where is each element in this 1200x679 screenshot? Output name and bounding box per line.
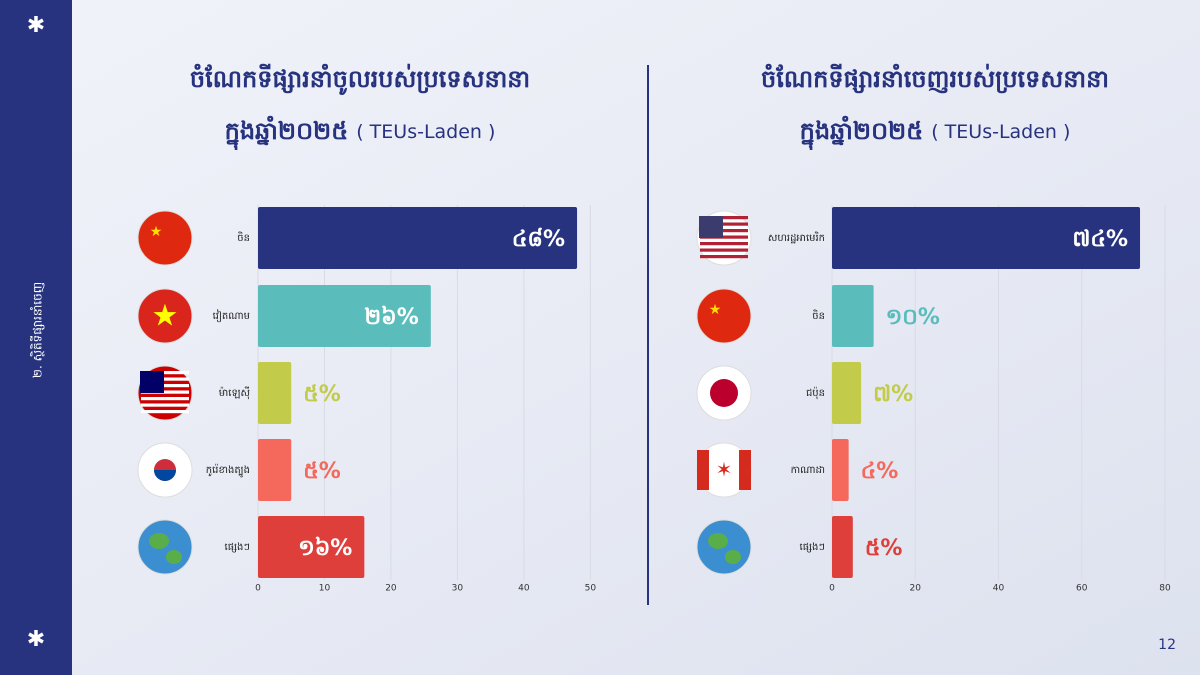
flag-leaf: ✶ xyxy=(716,458,733,482)
flag xyxy=(137,288,193,344)
flag-star: ★ xyxy=(709,302,722,318)
value-label: ៥% xyxy=(865,536,903,561)
flag-stripe xyxy=(700,229,748,233)
bar xyxy=(832,285,874,347)
chart-subtitle: ក្នុងឆ្នាំ២០២៥ ( TEUs-Laden ) xyxy=(225,115,496,150)
unit-note: ( TEUs-Laden ) xyxy=(356,121,495,143)
flag-stripe xyxy=(141,390,189,394)
category-label: ផ្សេងៗ xyxy=(225,542,250,553)
flag-land xyxy=(725,550,741,564)
value-label: ៤% xyxy=(861,459,899,484)
x-tick-label: 80 xyxy=(1159,584,1171,594)
value-label: ៥% xyxy=(303,382,341,407)
subtitle-year: ក្នុងឆ្នាំ២០២៥ xyxy=(800,115,924,150)
flag-band xyxy=(697,450,709,490)
x-tick-label: 20 xyxy=(385,584,397,594)
x-tick-label: 60 xyxy=(1076,584,1088,594)
flag-land xyxy=(708,533,728,549)
x-tick-label: 10 xyxy=(319,584,331,594)
value-label: ១៦% xyxy=(298,536,352,561)
bar xyxy=(258,516,365,578)
x-tick-label: 40 xyxy=(518,584,530,594)
value-label: ១០% xyxy=(886,305,940,330)
chart-title: ចំណែកទីផ្សារនាំចូលរបស់ប្រទេសនានា xyxy=(190,63,530,96)
bar xyxy=(258,207,578,269)
category-label: វៀតណាម xyxy=(213,309,250,323)
flag-stripe xyxy=(700,248,748,252)
flag-canton xyxy=(140,371,164,393)
x-tick-label: 50 xyxy=(585,584,597,594)
flag-stripe xyxy=(141,410,189,414)
x-tick-label: 0 xyxy=(829,584,835,594)
flag-land xyxy=(149,533,169,549)
chart-title: ចំណែកទីផ្សារនាំចេញរបស់ប្រទេសនានា xyxy=(761,63,1109,94)
bar xyxy=(832,207,1141,269)
category-label: ម៉ាឡេស៊ី xyxy=(219,386,251,400)
chart-subtitle: ក្នុងឆ្នាំ២០២៥ ( TEUs-Laden ) xyxy=(800,115,1071,150)
x-tick-label: 40 xyxy=(993,584,1005,594)
flag-stripe xyxy=(141,371,189,375)
flag-star: ★ xyxy=(150,224,163,240)
flag-stripe xyxy=(700,235,748,239)
category-label: ចិន xyxy=(812,309,825,322)
bar xyxy=(258,439,292,501)
flag-stripe xyxy=(141,397,189,401)
value-label: ៧% xyxy=(873,382,913,407)
x-tick-label: 30 xyxy=(452,584,464,594)
x-tick-label: 0 xyxy=(255,584,261,594)
bar xyxy=(832,362,862,424)
page-number: 12 xyxy=(1158,637,1176,653)
bar xyxy=(832,516,853,578)
sidebar-icon: ✱ xyxy=(27,627,45,652)
bar xyxy=(832,439,849,501)
category-label: ជប៉ុន xyxy=(806,386,825,400)
sidebar-label: ២. ស្ថិតិទីផ្សារនាំចេញ xyxy=(30,282,45,378)
bar xyxy=(258,285,431,347)
flag-stripe xyxy=(141,377,189,381)
flag-stripe xyxy=(700,216,748,220)
bar xyxy=(258,362,292,424)
flag-star: ★ xyxy=(152,299,179,334)
flag-stripe xyxy=(700,222,748,226)
category-label: កាណាដា xyxy=(791,465,825,476)
flag-stripe xyxy=(141,403,189,407)
flag-dot xyxy=(710,379,738,407)
sidebar-icon: ✱ xyxy=(27,13,45,38)
category-label: ផ្សេងៗ xyxy=(800,542,825,553)
flag xyxy=(696,288,752,344)
flag-canton xyxy=(699,216,723,238)
subtitle-year: ក្នុងឆ្នាំ២០២៥ xyxy=(225,115,349,150)
value-label: ៥% xyxy=(303,459,341,484)
category-label: កូរ៉េខាងត្បូង xyxy=(206,463,250,478)
flag-land xyxy=(166,550,182,564)
flag-stripe xyxy=(700,242,748,246)
flag-stripe xyxy=(141,384,189,388)
category-label: សហរដ្ឋអាមេរិក xyxy=(768,231,825,244)
x-tick-label: 20 xyxy=(910,584,922,594)
unit-note: ( TEUs-Laden ) xyxy=(931,121,1070,143)
flag-stripe xyxy=(700,255,748,259)
value-label: ២៦% xyxy=(365,305,419,330)
flag-dot xyxy=(154,470,176,481)
sidebar xyxy=(0,0,72,675)
value-label: ៤៨% xyxy=(512,227,565,252)
flag xyxy=(137,210,193,266)
flag-band xyxy=(739,450,751,490)
value-label: ៧៤% xyxy=(1072,227,1128,252)
category-label: ចិន xyxy=(237,231,250,244)
